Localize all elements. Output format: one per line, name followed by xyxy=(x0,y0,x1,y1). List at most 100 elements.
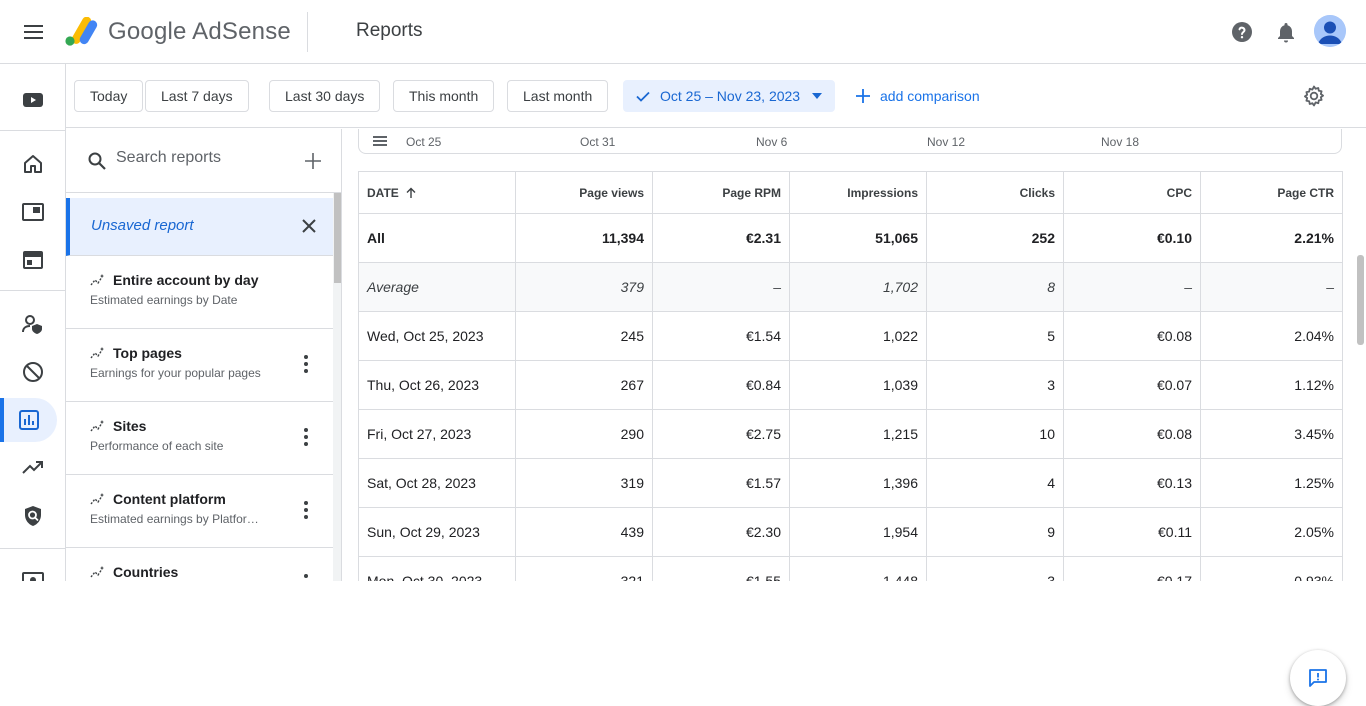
table-cell: 1,215 xyxy=(789,409,927,459)
feedback-icon xyxy=(1309,669,1327,687)
settings-gear-icon[interactable] xyxy=(1302,84,1326,108)
reports-scrollbar-track[interactable] xyxy=(333,193,341,581)
sparkle-chart-icon xyxy=(90,420,104,432)
chart-x-axis: Oct 25 Oct 31 Nov 6 Nov 12 Nov 18 xyxy=(358,129,1342,154)
chip-last-month[interactable]: Last month xyxy=(507,80,609,112)
chart-legend-icon[interactable] xyxy=(373,136,387,148)
table-cell: €0.07 xyxy=(1063,360,1201,410)
table-cell: Fri, Oct 27, 2023 xyxy=(358,409,516,459)
table-row: Thu, Oct 26, 2023 267 €0.84 1,039 3 €0.0… xyxy=(358,360,1343,410)
report-title: Entire account by day xyxy=(113,272,259,288)
rail-item-policy-center[interactable] xyxy=(0,494,65,538)
help-icon[interactable] xyxy=(1230,20,1254,44)
column-header-date[interactable]: DATE xyxy=(358,171,516,214)
table-cell: Mon, Oct 30, 2023 xyxy=(358,556,516,581)
column-header-page-rpm[interactable]: Page RPM xyxy=(652,171,790,214)
column-header-cpc[interactable]: CPC xyxy=(1063,171,1201,214)
chip-this-month[interactable]: This month xyxy=(393,80,495,112)
more-options-icon[interactable] xyxy=(303,428,309,448)
table-cell: 11,394 xyxy=(515,213,653,263)
page-title: Reports xyxy=(356,20,423,41)
table-cell: 10 xyxy=(926,409,1064,459)
column-header-clicks[interactable]: Clicks xyxy=(926,171,1064,214)
table-cell: – xyxy=(1063,262,1201,312)
close-icon[interactable] xyxy=(302,219,316,233)
report-title: Countries xyxy=(113,564,179,580)
report-item-entire-account[interactable]: Entire account by day Estimated earnings… xyxy=(66,256,333,329)
ads-icon xyxy=(22,203,44,221)
rail-item-privacy[interactable] xyxy=(0,302,65,346)
x-tick: Nov 12 xyxy=(927,135,966,149)
report-item-countries[interactable]: Countries xyxy=(66,548,333,581)
reports-scrollbar-thumb[interactable] xyxy=(334,193,341,283)
add-comparison-button[interactable]: add comparison xyxy=(856,80,980,112)
feedback-button[interactable] xyxy=(1290,650,1346,706)
report-item-sites[interactable]: Sites Performance of each site xyxy=(66,402,333,475)
main-scrollbar-thumb[interactable] xyxy=(1357,255,1364,345)
table-cell: 8 xyxy=(926,262,1064,312)
chip-today[interactable]: Today xyxy=(74,80,144,112)
more-options-icon[interactable] xyxy=(303,355,309,375)
new-report-plus-icon[interactable] xyxy=(305,153,321,169)
table-cell: €0.17 xyxy=(1063,556,1201,581)
table-cell: 379 xyxy=(515,262,653,312)
table-row: Mon, Oct 30, 2023 321 €1.55 1,448 3 €0.1… xyxy=(358,556,1343,581)
home-icon xyxy=(24,155,42,173)
add-comparison-label: add comparison xyxy=(880,88,980,104)
main-menu-icon[interactable] xyxy=(22,20,46,44)
unsaved-report-item[interactable]: Unsaved report xyxy=(66,198,333,256)
table-cell: Sun, Oct 29, 2023 xyxy=(358,507,516,557)
table-cell: 1,039 xyxy=(789,360,927,410)
unsaved-report-label: Unsaved report xyxy=(91,217,194,234)
rail-item-home[interactable] xyxy=(0,142,65,186)
rail-item-ads[interactable] xyxy=(0,190,65,234)
more-options-icon[interactable] xyxy=(303,501,309,521)
avatar-person-icon xyxy=(1314,15,1346,47)
search-icon xyxy=(88,152,106,170)
report-item-top-pages[interactable]: Top pages Earnings for your popular page… xyxy=(66,329,333,402)
notifications-icon[interactable] xyxy=(1274,20,1298,44)
table-cell: 439 xyxy=(515,507,653,557)
chip-last-30-days[interactable]: Last 30 days xyxy=(269,80,381,112)
table-cell: €0.08 xyxy=(1063,409,1201,459)
sparkle-chart-icon xyxy=(90,566,104,578)
rail-item-blocking[interactable] xyxy=(0,350,65,394)
adsense-logo[interactable]: Google AdSense xyxy=(64,14,291,50)
report-item-content-platform[interactable]: Content platform Estimated earnings by P… xyxy=(66,475,333,548)
table-cell: 1.12% xyxy=(1200,360,1343,410)
rail-item-sites[interactable] xyxy=(0,238,65,282)
more-options-icon[interactable] xyxy=(303,574,309,581)
column-header-page-ctr[interactable]: Page CTR xyxy=(1200,171,1343,214)
rail-item-payments[interactable] xyxy=(0,558,65,581)
table-cell: 1,448 xyxy=(789,556,927,581)
account-avatar[interactable] xyxy=(1314,15,1346,47)
date-range-selector[interactable]: Oct 25 – Nov 23, 2023 xyxy=(623,80,836,112)
table-cell: 1,022 xyxy=(789,311,927,361)
adsense-logo-mark xyxy=(65,17,98,46)
chip-last-7-days[interactable]: Last 7 days xyxy=(145,80,249,112)
table-cell: 3.45% xyxy=(1200,409,1343,459)
rail-item-reports[interactable] xyxy=(0,398,57,442)
rail-item-youtube[interactable] xyxy=(0,78,65,122)
table-header-row: DATE Page views Page RPM Impressions Cli… xyxy=(358,171,1343,214)
report-title: Content platform xyxy=(113,491,226,507)
sparkle-chart-icon xyxy=(90,274,104,286)
report-subtitle: Earnings for your popular pages xyxy=(90,366,261,380)
table-cell: €0.11 xyxy=(1063,507,1201,557)
report-subtitle: Estimated earnings by Date xyxy=(90,293,238,307)
table-cell: €0.08 xyxy=(1063,311,1201,361)
table-cell: 290 xyxy=(515,409,653,459)
search-reports-input[interactable] xyxy=(116,149,296,167)
saved-reports-panel: Unsaved report Entire account by day Est… xyxy=(66,129,342,581)
table-cell: 4 xyxy=(926,458,1064,508)
rail-divider xyxy=(0,548,65,549)
column-header-impressions[interactable]: Impressions xyxy=(789,171,927,214)
report-title: Sites xyxy=(113,418,147,434)
report-content: Oct 25 Oct 31 Nov 6 Nov 12 Nov 18 DATE P… xyxy=(342,129,1366,581)
table-cell: 1.25% xyxy=(1200,458,1343,508)
header-divider xyxy=(307,12,308,52)
block-icon xyxy=(23,362,43,382)
column-header-page-views[interactable]: Page views xyxy=(515,171,653,214)
date-filter-bar: Today Last 7 days Last 30 days This mont… xyxy=(66,64,1366,128)
rail-item-optimization[interactable] xyxy=(0,446,65,490)
